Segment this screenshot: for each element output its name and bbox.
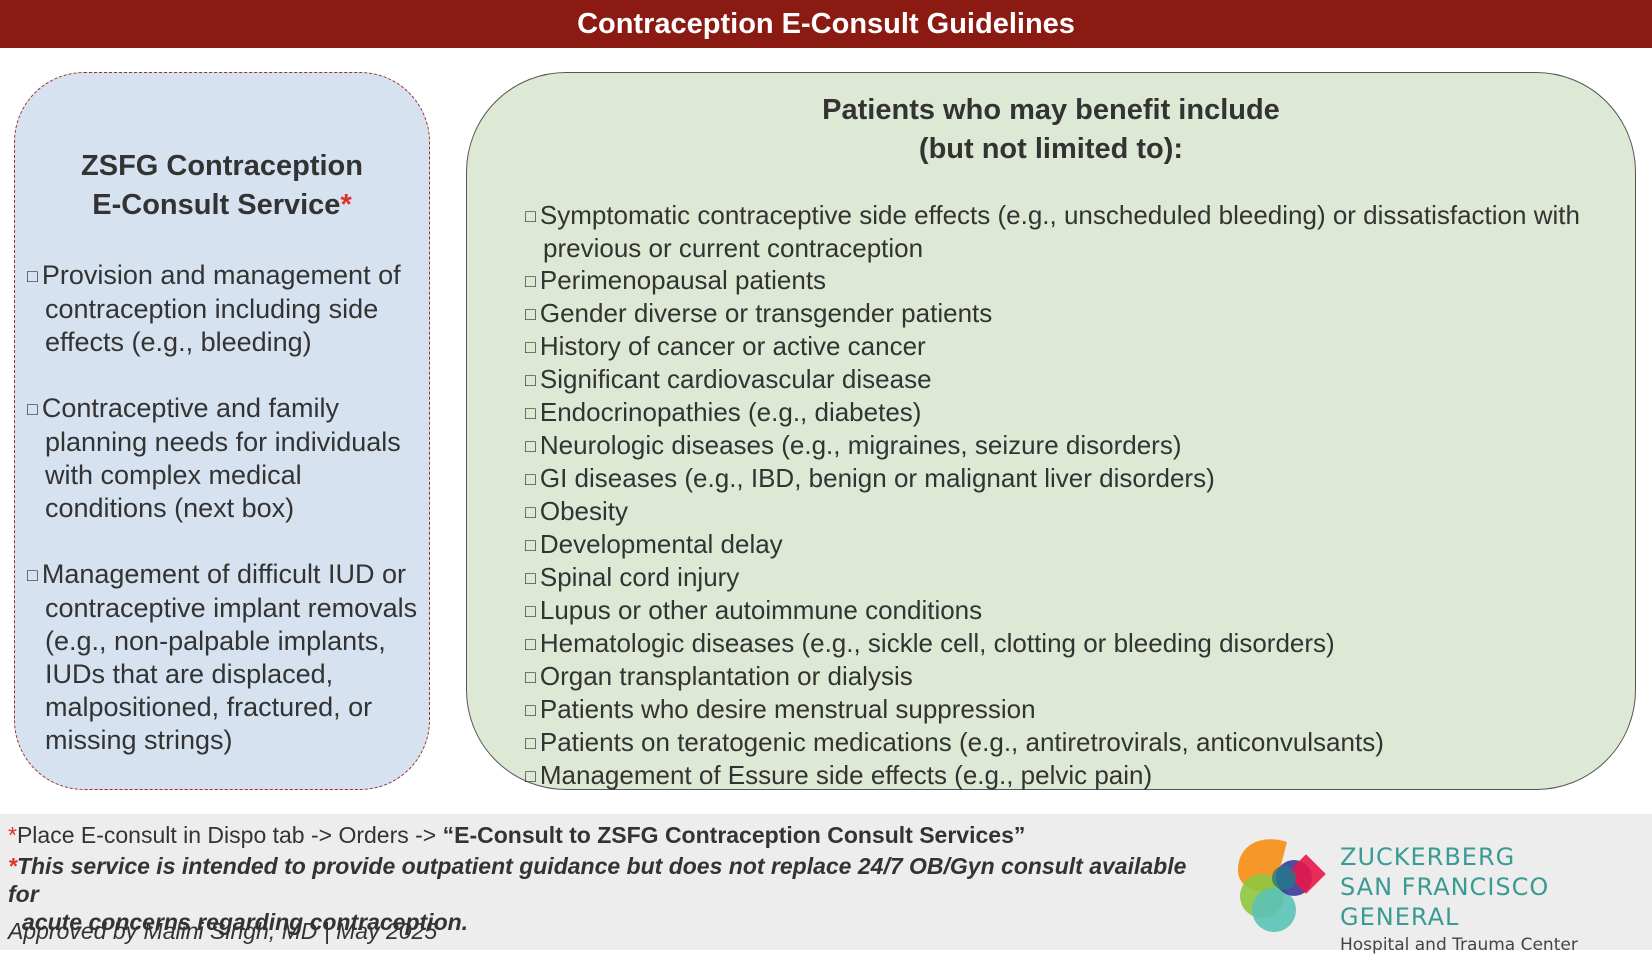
list-item: □ Neurologic diseases (e.g., migraines, s… [525, 430, 1182, 460]
checkbox-icon: □ [525, 535, 536, 555]
checkbox-icon: □ [525, 370, 536, 390]
list-item: □ Management of Essure side effects (e.g.… [525, 760, 1153, 790]
asterisk-mark: * [8, 853, 17, 879]
list-item: □ Perimenopausal patients [525, 265, 827, 295]
list-item: □ Endocrinopathies (e.g., diabetes) [525, 397, 922, 427]
list-item: □ Management of difficult IUD or contrace… [27, 559, 418, 755]
list-item: □ Provision and management of contracepti… [27, 260, 401, 357]
hospital-logo-icon [1238, 839, 1326, 932]
checkbox-icon: □ [525, 206, 536, 226]
patients-heading-line1: Patients who may benefit include [822, 94, 1280, 126]
checkbox-icon: □ [525, 304, 536, 324]
list-item: □ Spinal cord injury [525, 562, 740, 592]
list-item: □ Obesity [525, 496, 629, 526]
asterisk-mark: * [8, 822, 17, 848]
page-title: Contraception E-Consult Guidelines [0, 0, 1652, 48]
checkbox-icon: □ [525, 271, 536, 291]
checkbox-icon: □ [525, 502, 536, 522]
footer: *Place E-consult in Dispo tab -> Orders … [0, 814, 1652, 955]
checkbox-icon: □ [525, 403, 536, 423]
list-item: □ Developmental delay [525, 529, 783, 559]
checkbox-icon: □ [525, 700, 536, 720]
checkbox-icon: □ [525, 568, 536, 588]
list-item: □ Gender diverse or transgender patients [525, 298, 993, 328]
checkbox-icon: □ [27, 266, 38, 286]
checkbox-icon: □ [525, 634, 536, 654]
checkbox-icon: □ [525, 337, 536, 357]
list-item: □ History of cancer or active cancer [525, 331, 926, 361]
patients-list: □ Symptomatic contraceptive side effects … [519, 199, 1599, 792]
hospital-name: ZUCKERBERG SAN FRANCISCO GENERAL Hospita… [1340, 843, 1578, 955]
list-item: □ Patients who desire menstrual suppressi… [525, 694, 1036, 724]
checkbox-icon: □ [27, 565, 38, 585]
checkbox-icon: □ [525, 667, 536, 687]
list-item: □ Patients on teratogenic medications (e.… [525, 727, 1384, 757]
service-heading-line2: E-Consult Service [92, 189, 341, 221]
asterisk-mark: * [340, 189, 352, 221]
patients-box: Patients who may benefit include (but no… [466, 72, 1636, 790]
patients-heading-line2: (but not limited to): [918, 133, 1184, 165]
checkbox-icon: □ [525, 733, 536, 753]
service-heading: ZSFG Contraception E-Consult Service* [15, 147, 429, 225]
list-item: □ Organ transplantation or dialysis [525, 661, 913, 691]
checkbox-icon: □ [525, 766, 536, 786]
checkbox-icon: □ [27, 399, 38, 419]
footer-disclaimer: *This service is intended to provide out… [8, 853, 1187, 935]
service-heading-line1: ZSFG Contraception [81, 150, 363, 182]
list-item: □ Lupus or other autoimmune conditions [525, 595, 983, 625]
checkbox-icon: □ [525, 436, 536, 456]
footer-instruction: *Place E-consult in Dispo tab -> Orders … [8, 822, 1026, 848]
list-item: □ GI diseases (e.g., IBD, benign or malig… [525, 463, 1215, 493]
list-item: □ Contraceptive and family planning needs… [27, 393, 401, 523]
checkbox-icon: □ [525, 469, 536, 489]
approval-line: Approved by Malini Singh, MD | May 2025 [8, 918, 438, 944]
patients-heading: Patients who may benefit include (but no… [467, 91, 1635, 169]
list-item: □ Hematologic diseases (e.g., sickle cell… [525, 628, 1335, 658]
order-name: “E-Consult to ZSFG Contraception Consult… [442, 822, 1026, 848]
service-list: □ Provision and management of contracepti… [21, 259, 421, 790]
list-item: □ Significant cardiovascular disease [525, 364, 932, 394]
service-box: ZSFG Contraception E-Consult Service* □ P… [14, 72, 430, 790]
list-item: □ Symptomatic contraceptive side effects … [525, 200, 1580, 263]
checkbox-icon: □ [525, 601, 536, 621]
